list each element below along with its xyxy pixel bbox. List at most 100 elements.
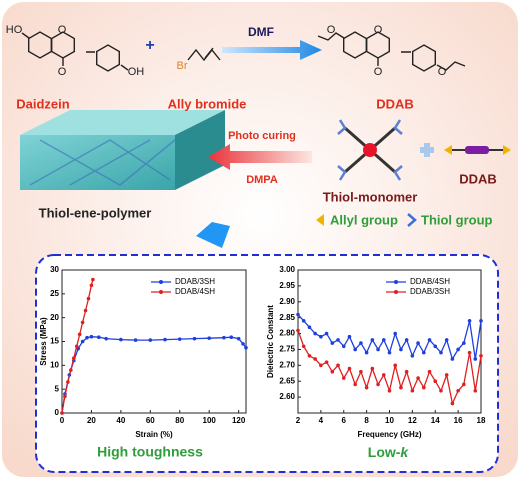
data-point <box>91 277 95 282</box>
data-point <box>301 319 306 323</box>
allyl-label: Allyl group <box>330 212 398 227</box>
data-point <box>296 328 300 333</box>
atom-label: O <box>374 24 383 36</box>
data-point <box>330 341 335 345</box>
polymer-label: Thiol-ene-polymer <box>39 205 152 220</box>
data-point <box>133 338 138 342</box>
data-point <box>364 385 369 390</box>
data-point <box>416 341 420 345</box>
x-tick-label: 14 <box>431 416 440 425</box>
data-point <box>192 336 197 341</box>
data-point <box>370 338 375 342</box>
y-tick-label: 30 <box>50 265 59 274</box>
y-tick-label: 2.75 <box>279 345 295 354</box>
series-line <box>61 279 94 414</box>
crosslinker-label: DDAB <box>459 171 497 186</box>
data-point <box>439 350 443 355</box>
x-axis-label: Frequency (GHz) <box>357 430 421 439</box>
data-point <box>319 363 323 368</box>
data-point <box>241 342 245 346</box>
core <box>363 143 377 157</box>
data-point <box>456 388 460 393</box>
data-point <box>296 312 300 317</box>
data-point <box>66 380 70 384</box>
caption-italic: k <box>400 444 409 460</box>
data-point <box>364 350 369 355</box>
data-point <box>370 366 375 371</box>
data-point <box>86 296 91 301</box>
data-point <box>80 339 85 344</box>
legend-label: DDAB/4SH <box>410 277 450 286</box>
data-point <box>71 356 76 360</box>
data-point <box>359 341 363 345</box>
monomer-label: Thiol-monomer <box>323 189 418 204</box>
data-point <box>410 354 415 358</box>
data-point <box>467 319 472 323</box>
x-tick-label: 16 <box>454 416 463 425</box>
caption-text: Low- <box>368 444 401 460</box>
y-tick-label: 20 <box>50 313 59 322</box>
data-point <box>473 357 478 361</box>
data-point <box>359 369 363 374</box>
network <box>29 139 176 186</box>
y-tick-label: 0 <box>55 408 60 417</box>
solvent-label: DMF <box>248 25 274 39</box>
data-point <box>473 388 478 393</box>
data-point <box>347 334 352 339</box>
data-point <box>69 368 73 372</box>
data-point <box>450 357 455 361</box>
plus: + <box>145 37 154 54</box>
data-point <box>341 376 346 380</box>
x-tick-label: 0 <box>60 416 65 425</box>
data-point <box>313 331 317 336</box>
atom-label: OH <box>128 66 145 78</box>
y-tick-label: 2.60 <box>279 392 295 401</box>
data-point <box>376 382 380 387</box>
data-point <box>353 382 357 387</box>
y-tick-label: 25 <box>50 289 59 298</box>
pointer-arrow <box>196 222 230 248</box>
y-tick-label: 2.90 <box>279 297 295 306</box>
thiol-label: Thiol group <box>421 212 493 227</box>
data-point <box>381 373 386 377</box>
data-point <box>381 338 386 342</box>
x-tick-label: 100 <box>203 416 217 425</box>
data-point <box>439 388 443 393</box>
atom-label: O <box>374 66 383 78</box>
atom-label: O <box>58 24 67 36</box>
ring <box>96 44 120 72</box>
data-point <box>207 336 211 340</box>
data-point <box>336 363 340 368</box>
data-point <box>347 366 352 371</box>
data-point <box>462 341 466 345</box>
data-point <box>80 320 85 325</box>
data-point <box>376 347 380 352</box>
data-point <box>444 338 449 342</box>
data-point <box>74 344 79 349</box>
data-point <box>393 363 398 368</box>
data-point <box>393 331 398 336</box>
curing-label: Photo curing <box>228 130 296 142</box>
data-point <box>427 338 432 342</box>
product-label: DDAB <box>376 96 414 111</box>
y-tick-label: 2.65 <box>279 376 295 385</box>
data-point <box>85 335 89 340</box>
atom-label: O <box>438 66 447 78</box>
data-point <box>387 388 392 393</box>
x-tick-label: 2 <box>296 416 301 425</box>
atom-label: O <box>327 24 336 36</box>
data-point <box>479 354 483 358</box>
data-point <box>467 350 472 355</box>
x-tick-label: 10 <box>385 416 394 425</box>
data-point <box>319 334 323 339</box>
legend-marker <box>159 280 163 284</box>
data-point <box>77 332 82 337</box>
data-point <box>433 379 438 384</box>
data-point <box>163 337 167 342</box>
data-point <box>324 331 329 336</box>
polymer-slab <box>20 135 175 190</box>
data-point <box>148 338 153 342</box>
data-point <box>119 337 123 342</box>
x-tick-label: 40 <box>116 416 125 425</box>
